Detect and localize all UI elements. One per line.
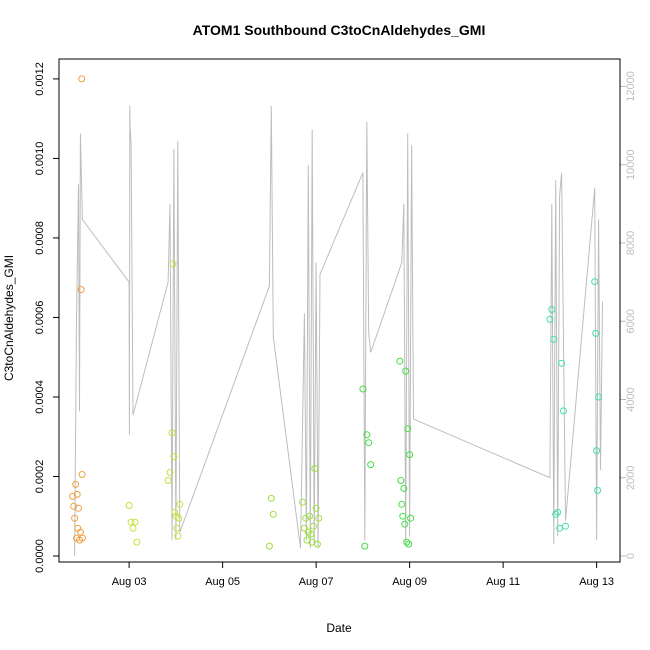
data-point-s0-5 [73,490,81,498]
data-point-s2-2 [269,510,277,518]
data-point-s3-1 [361,542,369,550]
data-point-s2-8 [306,512,314,520]
secondary-series [74,105,603,557]
x-tick-label-0: Aug 03 [112,576,147,588]
data-point-s2-4 [300,524,308,532]
y2-tick-label-0: 0 [625,553,637,559]
data-point-s3-10 [401,520,409,528]
data-point-s3-5 [396,357,404,365]
data-point-s3-0 [359,385,367,393]
y-tick-label-5: 0.0010 [34,142,46,176]
x-tick-label-5: Aug 13 [579,576,614,588]
data-point-s1-9 [170,453,178,461]
data-point-s2-12 [311,465,319,472]
data-point-s1-15 [176,500,184,508]
data-point-s4-7 [560,407,567,415]
plot-frame [58,58,621,563]
y2-tick-label-2: 4000 [625,387,637,411]
y2-tick-label-5: 10000 [625,149,637,180]
data-point-s3-11 [402,367,410,375]
data-point-s4-13 [595,393,603,401]
data-point-s2-13 [312,504,320,512]
data-point-s2-3 [299,498,306,506]
data-point-s1-12 [173,524,181,532]
data-point-s3-6 [397,477,405,484]
data-point-s0-2 [71,514,79,522]
data-point-s1-4 [133,538,141,546]
x-tick-label-3: Aug 09 [392,576,427,588]
y2-tick-label-3: 6000 [625,309,637,333]
data-point-s0-3 [72,480,80,488]
y-tick-label-2: 0.0004 [34,380,46,414]
data-point-s3-3 [365,439,373,447]
data-point-s4-5 [556,524,564,532]
secondary-trace [74,105,603,557]
y-tick-label-0: 0.0000 [34,539,46,573]
data-point-s3-8 [399,512,407,520]
data-point-s1-13 [174,532,182,540]
data-point-s4-4 [554,508,562,516]
data-point-s0-10 [77,286,85,294]
data-point-s4-2 [550,335,558,343]
data-point-s0-11 [78,75,86,83]
data-point-s2-14 [313,540,321,548]
data-points [69,75,603,550]
data-point-s4-6 [558,359,566,367]
data-point-s1-5 [164,477,172,484]
y2-tick-label-6: 12000 [625,71,637,102]
data-point-s1-8 [169,260,177,268]
data-point-s1-14 [175,514,183,522]
data-point-s1-6 [166,469,174,476]
data-point-s3-13 [404,425,412,433]
y2-tick-label-1: 2000 [625,466,637,490]
data-point-s4-10 [592,329,600,337]
data-point-s4-11 [593,447,601,455]
data-point-s0-12 [78,471,86,478]
data-point-s2-5 [302,514,310,522]
chart-title: ATOM1 Southbound C3toCnAldehydes_GMI [193,22,486,38]
y-tick-label-6: 0.0012 [34,62,46,96]
data-point-s0-9 [76,528,84,536]
data-point-s1-1 [127,518,135,526]
y-tick-label-3: 0.0006 [34,301,46,335]
data-point-s4-8 [562,522,569,530]
data-point-s3-4 [367,461,375,469]
data-point-s4-1 [548,306,556,313]
data-point-s3-12 [403,538,411,546]
data-point-s1-10 [171,508,179,516]
data-point-s2-9 [307,530,315,538]
data-point-s3-15 [406,451,414,459]
data-point-s2-15 [315,514,323,522]
data-point-s1-2 [129,524,137,532]
data-point-s4-0 [546,315,554,323]
x-tick-label-4: Aug 11 [486,576,520,588]
data-point-s2-11 [310,522,317,530]
axes: 0.0000 0.0002 0.0004 0.0006 0.0008 0.0010 0.00… [34,62,637,588]
data-point-s3-7 [398,500,406,508]
x-tick-label-2: Aug 07 [299,576,334,588]
data-point-s0-13 [78,534,86,542]
x-tick-label-1: Aug 05 [205,576,240,588]
data-point-s2-0 [265,542,273,550]
y-tick-label-1: 0.0002 [34,460,46,494]
data-point-s4-12 [594,486,602,494]
data-point-s1-0 [125,502,133,509]
y2-tick-label-4: 8000 [625,231,637,255]
data-point-s3-14 [405,540,413,548]
data-point-s0-7 [75,504,82,512]
data-point-s4-3 [552,510,560,518]
data-point-s4-9 [591,278,599,286]
data-point-s1-3 [131,518,139,526]
data-point-s1-7 [168,429,176,437]
data-point-s3-9 [400,484,408,492]
data-point-s3-2 [363,431,371,439]
y-axis-label: C3toCnAldehydes_GMI [2,255,16,381]
data-point-s2-1 [267,494,275,502]
data-point-s3-16 [407,514,415,522]
x-axis-label: Date [326,621,352,635]
y-tick-label-4: 0.0008 [34,221,46,255]
data-point-s0-0 [69,492,77,500]
